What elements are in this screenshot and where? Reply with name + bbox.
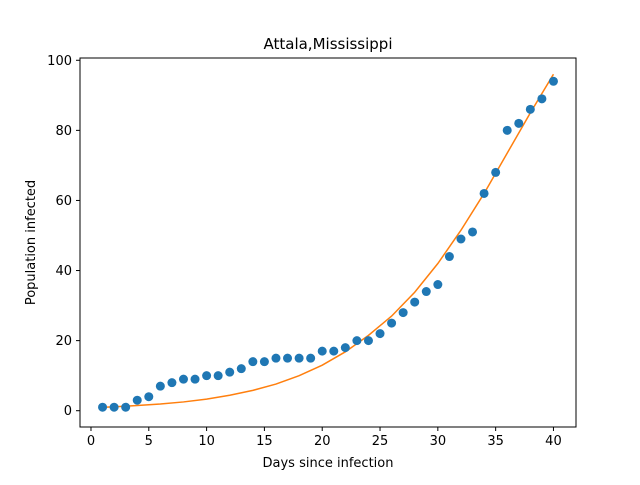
data-point — [121, 402, 131, 412]
data-point — [317, 346, 327, 356]
y-tick-label: 40 — [55, 264, 72, 279]
data-point — [190, 374, 200, 384]
y-tick-label: 100 — [47, 54, 72, 69]
y-axis: 0 20 40 60 80 100 — [47, 54, 80, 419]
chart-title: Attala,Mississippi — [264, 35, 393, 53]
data-point — [202, 371, 212, 381]
data-point — [387, 318, 397, 328]
x-tick-label: 30 — [430, 434, 447, 449]
data-point — [479, 188, 489, 198]
data-point — [236, 364, 246, 374]
x-tick-label: 5 — [145, 434, 153, 449]
data-point — [248, 357, 258, 367]
data-point — [294, 353, 304, 363]
data-point — [363, 336, 373, 346]
plot-area — [98, 73, 558, 412]
data-point — [444, 252, 454, 262]
data-point — [502, 125, 512, 135]
data-point — [98, 402, 108, 412]
data-point — [410, 297, 420, 307]
data-point — [225, 367, 235, 377]
data-point — [398, 308, 408, 318]
data-point — [155, 381, 165, 391]
data-point — [259, 357, 269, 367]
data-point — [491, 167, 501, 177]
data-point — [178, 374, 188, 384]
y-tick-label: 0 — [64, 404, 72, 419]
data-point — [352, 336, 362, 346]
data-point — [271, 353, 281, 363]
data-point — [213, 371, 223, 381]
data-point — [144, 392, 154, 402]
x-tick-label: 0 — [87, 434, 95, 449]
data-point — [167, 378, 177, 388]
data-point — [514, 118, 524, 128]
y-tick-label: 20 — [55, 334, 72, 349]
axes-frame — [79, 57, 577, 428]
data-point — [433, 280, 443, 290]
data-point — [306, 353, 316, 363]
data-point — [537, 94, 547, 104]
x-axis-label: Days since infection — [263, 456, 394, 471]
data-point — [375, 329, 385, 339]
data-point — [548, 76, 558, 86]
data-point — [132, 395, 142, 405]
data-point — [329, 346, 339, 356]
y-axis-label: Population infected — [24, 180, 39, 305]
x-tick-label: 15 — [256, 434, 273, 449]
y-tick-label: 60 — [55, 194, 72, 209]
data-point — [525, 104, 535, 114]
x-tick-label: 25 — [372, 434, 389, 449]
x-tick-label: 40 — [545, 434, 562, 449]
data-point — [468, 227, 478, 237]
data-point — [456, 234, 466, 244]
data-point — [421, 287, 431, 297]
x-axis: 0 5 10 15 20 25 30 35 40 — [87, 427, 562, 449]
x-tick-label: 10 — [198, 434, 215, 449]
y-tick-label: 80 — [55, 124, 72, 139]
x-tick-label: 35 — [487, 434, 504, 449]
data-point — [109, 402, 119, 412]
x-tick-label: 20 — [314, 434, 331, 449]
data-point — [283, 353, 293, 363]
fit-line — [102, 73, 555, 408]
data-point — [340, 343, 350, 353]
